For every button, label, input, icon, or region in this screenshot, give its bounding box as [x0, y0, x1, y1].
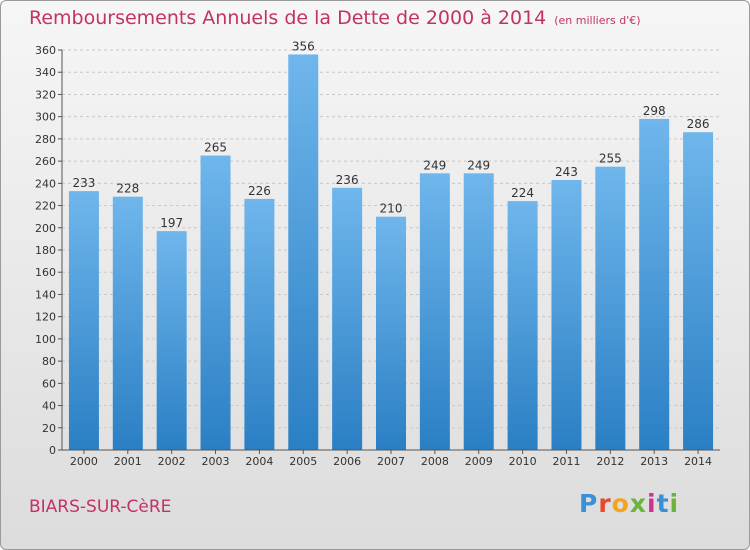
bar-value-label: 265: [204, 141, 227, 155]
logo-letter: o: [611, 489, 630, 518]
logo-letter: r: [598, 489, 612, 518]
bar: [595, 166, 626, 450]
bar: [200, 155, 231, 451]
bar: [112, 196, 143, 450]
y-tick-label: 120: [35, 311, 56, 324]
y-tick-label: 160: [35, 266, 56, 279]
x-tick-label: 2003: [202, 455, 230, 468]
logo-letter: P: [579, 489, 599, 518]
bar-value-label: 226: [248, 184, 271, 198]
bar-value-label: 356: [292, 39, 315, 53]
y-tick-label: 20: [42, 422, 56, 435]
bar-value-label: 197: [160, 216, 183, 230]
x-tick-label: 2002: [158, 455, 186, 468]
bar-value-label: 233: [72, 176, 95, 190]
bar-value-label: 255: [599, 152, 622, 166]
x-tick-label: 2010: [509, 455, 537, 468]
y-tick-label: 240: [35, 177, 56, 190]
bar: [288, 54, 319, 450]
x-tick-label: 2013: [640, 455, 668, 468]
chart-title: Remboursements Annuels de la Dette de 20…: [29, 7, 641, 29]
x-tick-label: 2004: [245, 455, 273, 468]
bar: [639, 118, 670, 450]
y-tick-label: 220: [35, 200, 56, 213]
y-tick-label: 180: [35, 244, 56, 257]
x-tick-label: 2008: [421, 455, 449, 468]
x-tick-label: 2006: [333, 455, 361, 468]
proxiti-logo: Proxiti: [579, 489, 679, 518]
bar: [683, 132, 714, 450]
logo-letter: x: [629, 489, 647, 518]
y-tick-label: 80: [42, 355, 56, 368]
y-tick-label: 260: [35, 155, 56, 168]
bar: [507, 201, 538, 450]
bar: [463, 173, 494, 451]
bar-value-label: 243: [555, 165, 578, 179]
bar-value-label: 249: [423, 158, 446, 172]
x-tick-label: 2000: [70, 455, 98, 468]
x-tick-label: 2014: [684, 455, 712, 468]
bar-value-label: 298: [643, 104, 666, 118]
bar-value-label: 286: [687, 117, 710, 131]
chart-unit: (en milliers d'€): [554, 14, 641, 27]
y-tick-label: 0: [49, 444, 56, 457]
bar: [332, 187, 363, 450]
commune-name: BIARS-SUR-CèRE: [29, 497, 172, 517]
logo-letter: i: [669, 489, 680, 518]
logo-letter: t: [656, 489, 670, 518]
x-tick-label: 2005: [289, 455, 317, 468]
y-tick-label: 320: [35, 88, 56, 101]
bars: 233 228 197 265 226 356 236 210 249 249 224 243 255 2…: [68, 39, 714, 451]
y-tick-label: 60: [42, 377, 56, 390]
y-tick-label: 200: [35, 222, 56, 235]
bar: [156, 231, 187, 450]
bar: [419, 173, 450, 451]
x-tick-label: 2007: [377, 455, 405, 468]
bar: [68, 191, 99, 450]
y-tick-label: 300: [35, 111, 56, 124]
bar-value-label: 224: [511, 186, 534, 200]
x-tick-label: 2001: [114, 455, 142, 468]
x-tick-label: 2011: [552, 455, 580, 468]
x-axis: 2000 2001 2002 2003 2004 2005 2006 2007 2008 2009…: [62, 449, 720, 468]
y-axis: 0 20 40 60 80 100 120 140 160 180 200 220 240 260 280 3…: [35, 44, 63, 457]
bar: [551, 180, 582, 450]
y-tick-label: 360: [35, 44, 56, 57]
x-tick-label: 2009: [465, 455, 493, 468]
y-tick-label: 140: [35, 288, 56, 301]
bar-value-label: 228: [116, 182, 139, 196]
y-tick-label: 340: [35, 66, 56, 79]
chart-title-text: Remboursements Annuels de la Dette de 20…: [29, 7, 547, 29]
bar-value-label: 210: [380, 202, 403, 216]
y-tick-label: 100: [35, 333, 56, 346]
bar-value-label: 236: [336, 173, 359, 187]
bar-value-label: 249: [467, 158, 490, 172]
logo-letter: i: [647, 489, 657, 518]
y-tick-label: 280: [35, 133, 56, 146]
x-tick-label: 2012: [596, 455, 624, 468]
y-tick-label: 40: [42, 400, 56, 413]
bar: [376, 216, 406, 450]
bar: [244, 198, 275, 450]
